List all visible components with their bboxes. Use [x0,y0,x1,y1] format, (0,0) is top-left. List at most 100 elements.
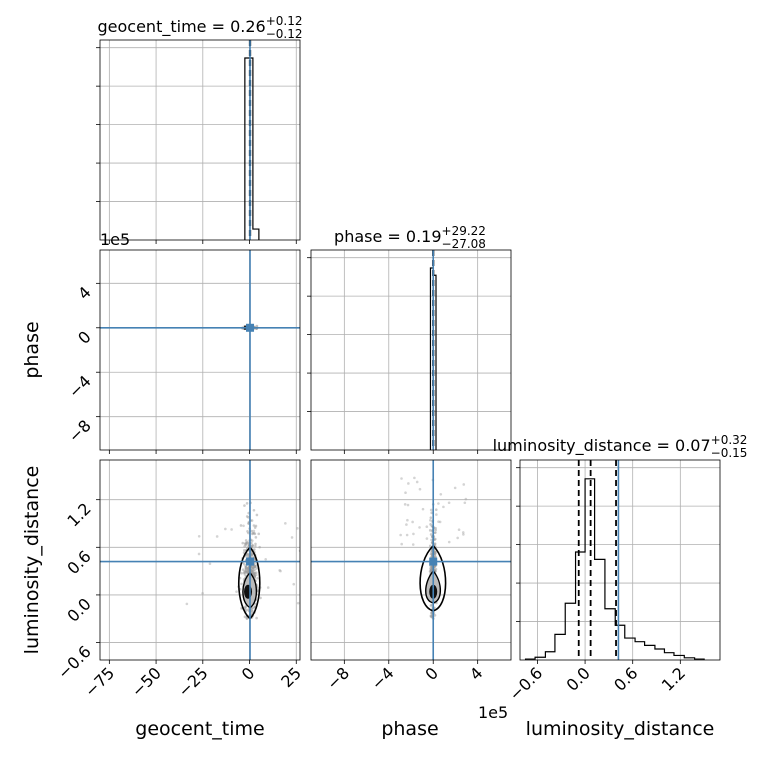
sample-point [302,558,305,561]
sample-point [403,503,407,506]
truth-marker [246,323,255,332]
x-axis-label-geocent_time: geocent_time [135,718,264,740]
sample-point [230,528,233,531]
sample-point [430,511,433,515]
sample-point [242,548,246,552]
sample-point [224,527,227,531]
sample-point [434,551,437,555]
sample-point [255,567,258,570]
x-tick-label: −0.6 [505,663,546,704]
sample-point [430,565,433,568]
y-tick-label: 1.2 [63,499,94,530]
sample-point [405,523,408,526]
x-tick-label: 1.2 [658,663,689,694]
histogram-geocent_time [244,57,260,240]
title-phase: phase = 0.19+29.22 −27.08 [334,224,486,251]
panel-frame [99,249,301,451]
sample-point [245,617,249,620]
y-tick-label: −8 [65,416,95,446]
x-axis-label-phase: phase [381,718,438,740]
sample-point [258,545,261,549]
sample-point [266,586,270,589]
sample-point [252,524,256,527]
sample-point [421,507,425,511]
sample-point [250,545,254,548]
panel-frame [310,459,512,661]
sample-point [250,529,254,533]
truth-marker [429,557,438,566]
sample-point [457,528,461,532]
sample-point [259,596,262,600]
sample-point [256,588,260,592]
histogram-luminosity_distance [524,478,705,660]
y-axis-label-luminosity_distance: luminosity_distance [21,466,43,655]
sample-point [433,614,437,617]
sample-point [461,531,465,534]
sample-point [437,520,440,523]
y-tick-label: 0 [74,327,95,348]
title-plus: +0.12 [266,14,303,28]
panel-frame [99,459,301,661]
sample-point [430,568,433,572]
text-labels: −75 −50 −25 0 25 −8 −4 0 4 −0.6 0.0 0.6 1.2 −8 −4 0 4 −0.… [21,14,747,740]
sample-point [255,616,258,620]
sample-point [251,532,254,536]
sample-point [256,577,259,580]
sample-point [244,605,247,609]
sample-point [245,502,249,505]
title-geocent_time: geocent_time = 0.26+0.12 −0.12 [98,14,303,41]
sample-point [447,540,451,544]
x-tick-label: −8 [323,663,353,693]
sample-point [250,519,254,522]
sample-point [243,615,247,619]
y-tick-label: −4 [65,372,95,402]
sample-point [411,543,415,546]
x-tick-label: 0.6 [610,663,641,694]
x-tick-label: 0 [421,663,442,684]
sample-point [252,529,256,533]
sample-point [242,524,245,528]
sample-point [429,552,433,556]
sample-point [456,536,459,540]
sample-point [241,541,245,545]
sample-point [197,552,201,556]
truth-marker [246,557,255,566]
sample-point [429,516,433,520]
x-tick-label: −75 [81,663,118,700]
sample-point [429,604,433,607]
sample-point [425,525,429,528]
sample-point [215,535,219,538]
y-tick-label: 0.0 [63,594,94,625]
sample-point [241,568,245,571]
x-tick-label: −25 [174,663,211,700]
sample-point [406,503,410,507]
sample-point [253,532,257,536]
x-tick-label: 0 [238,663,259,684]
sample-point [185,602,189,606]
sample-point [257,532,261,536]
sample-point [245,608,249,612]
title-minus: −27.08 [442,237,486,251]
sample-point [413,476,416,480]
sample-point [434,531,437,534]
x-tick-label: −4 [367,663,397,693]
sample-point [418,487,422,491]
sample-point [430,614,433,618]
sample-point [253,526,257,529]
panel-frame [99,39,301,241]
sample-point [243,542,247,546]
sample-point [462,533,465,536]
sample-point [425,537,429,540]
sample-point [243,504,246,507]
sample-point [250,552,254,555]
x-axis-label-luminosity_distance: luminosity_distance [526,718,715,740]
sample-point [197,534,201,538]
title-plus: +29.22 [442,224,486,238]
sample-point [434,567,438,571]
panel-frame [310,249,512,451]
sample-point [296,601,300,605]
sample-point [201,591,204,595]
sample-point [235,590,238,593]
sample-point [434,508,438,511]
sample-point [243,573,247,576]
